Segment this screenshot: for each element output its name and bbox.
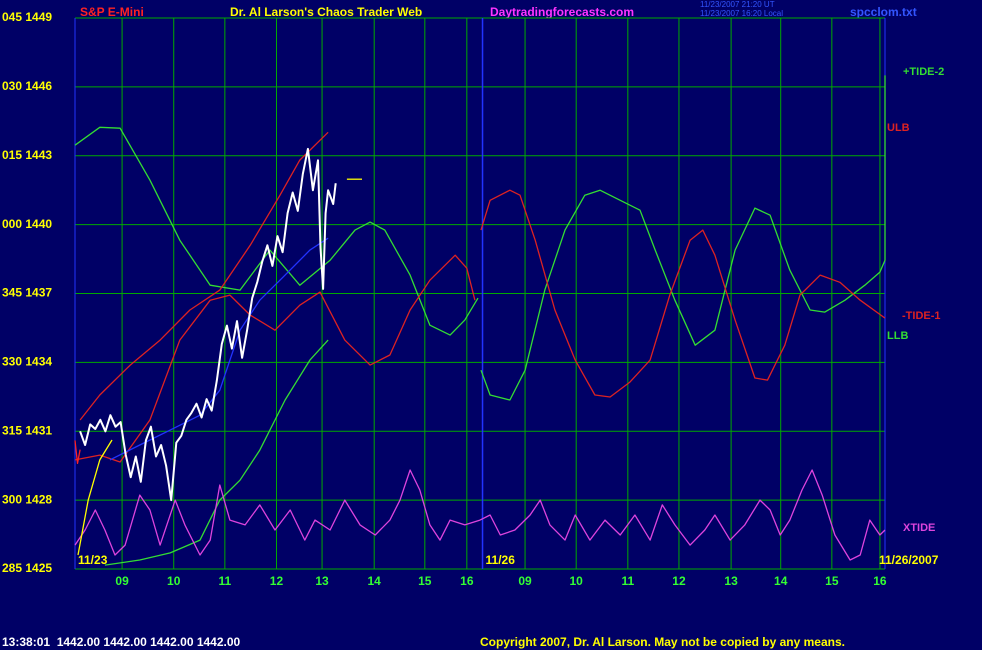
date-label: 11/26 <box>486 553 516 567</box>
y-tick-label: 330 1434 <box>2 355 52 369</box>
y-tick-label: 345 1437 <box>2 286 52 300</box>
series-line <box>104 339 329 566</box>
timestamp: 11/23/2007 16:20 Local <box>700 9 783 18</box>
y-tick-label: 285 1425 <box>2 561 52 575</box>
series-line <box>109 237 329 461</box>
series-line <box>79 147 337 502</box>
date-label: 11/23 <box>78 553 108 567</box>
timestamp: 11/23/2007 21:20 UT <box>700 0 775 9</box>
series-label: -TIDE-1 <box>902 310 941 322</box>
y-tick-label: 015 1443 <box>2 148 52 162</box>
x-tick-label: 09 <box>115 574 129 588</box>
plot-area: 045 1449 030 1446 015 1443 000 1440 345 1437… <box>2 10 944 588</box>
x-tick-label: 14 <box>368 574 382 588</box>
x-tick-label: 11 <box>219 574 232 588</box>
chart-subtitle: Dr. Al Larson's Chaos Trader Web <box>230 5 422 19</box>
y-tick-label: 000 1440 <box>2 217 52 231</box>
site-name: Daytradingforecasts.com <box>490 5 634 19</box>
x-tick-label: 15 <box>418 574 432 588</box>
y-tick-label: 045 1449 <box>2 10 52 24</box>
file-name: spcclom.txt <box>850 5 917 19</box>
x-tick-label: 09 <box>518 574 532 588</box>
y-tick-label: 300 1428 <box>2 492 52 506</box>
x-tick-label: 16 <box>873 574 887 588</box>
series-line <box>79 131 329 421</box>
x-tick-label: 12 <box>672 574 686 588</box>
series-line <box>77 439 113 556</box>
series-label: LLB <box>887 330 908 342</box>
series-label: +TIDE-2 <box>903 66 944 78</box>
chart-title: S&P E-Mini <box>80 5 144 19</box>
series-line <box>74 75 886 401</box>
x-tick-label: 13 <box>315 574 329 588</box>
y-tick-label: 315 1431 <box>2 423 52 437</box>
series-line <box>74 189 886 463</box>
y-tick-label: 030 1446 <box>2 79 52 93</box>
series-line <box>74 440 81 465</box>
series-label: ULB <box>887 122 910 134</box>
series-line <box>74 469 886 561</box>
date-label: 11/26/2007 <box>879 553 939 567</box>
x-tick-label: 16 <box>460 574 474 588</box>
x-tick-label: 10 <box>570 574 584 588</box>
status-line: 13:38:01 1442.00 1442.00 1442.00 1442.00 <box>2 635 241 649</box>
series-label: XTIDE <box>903 522 935 534</box>
x-tick-label: 12 <box>270 574 284 588</box>
x-tick-label: 11 <box>621 574 634 588</box>
x-tick-label: 13 <box>724 574 738 588</box>
x-tick-label: 14 <box>774 574 788 588</box>
copyright: Copyright 2007, Dr. Al Larson. May not b… <box>480 635 845 649</box>
x-tick-label: 10 <box>167 574 181 588</box>
x-tick-label: 15 <box>825 574 839 588</box>
